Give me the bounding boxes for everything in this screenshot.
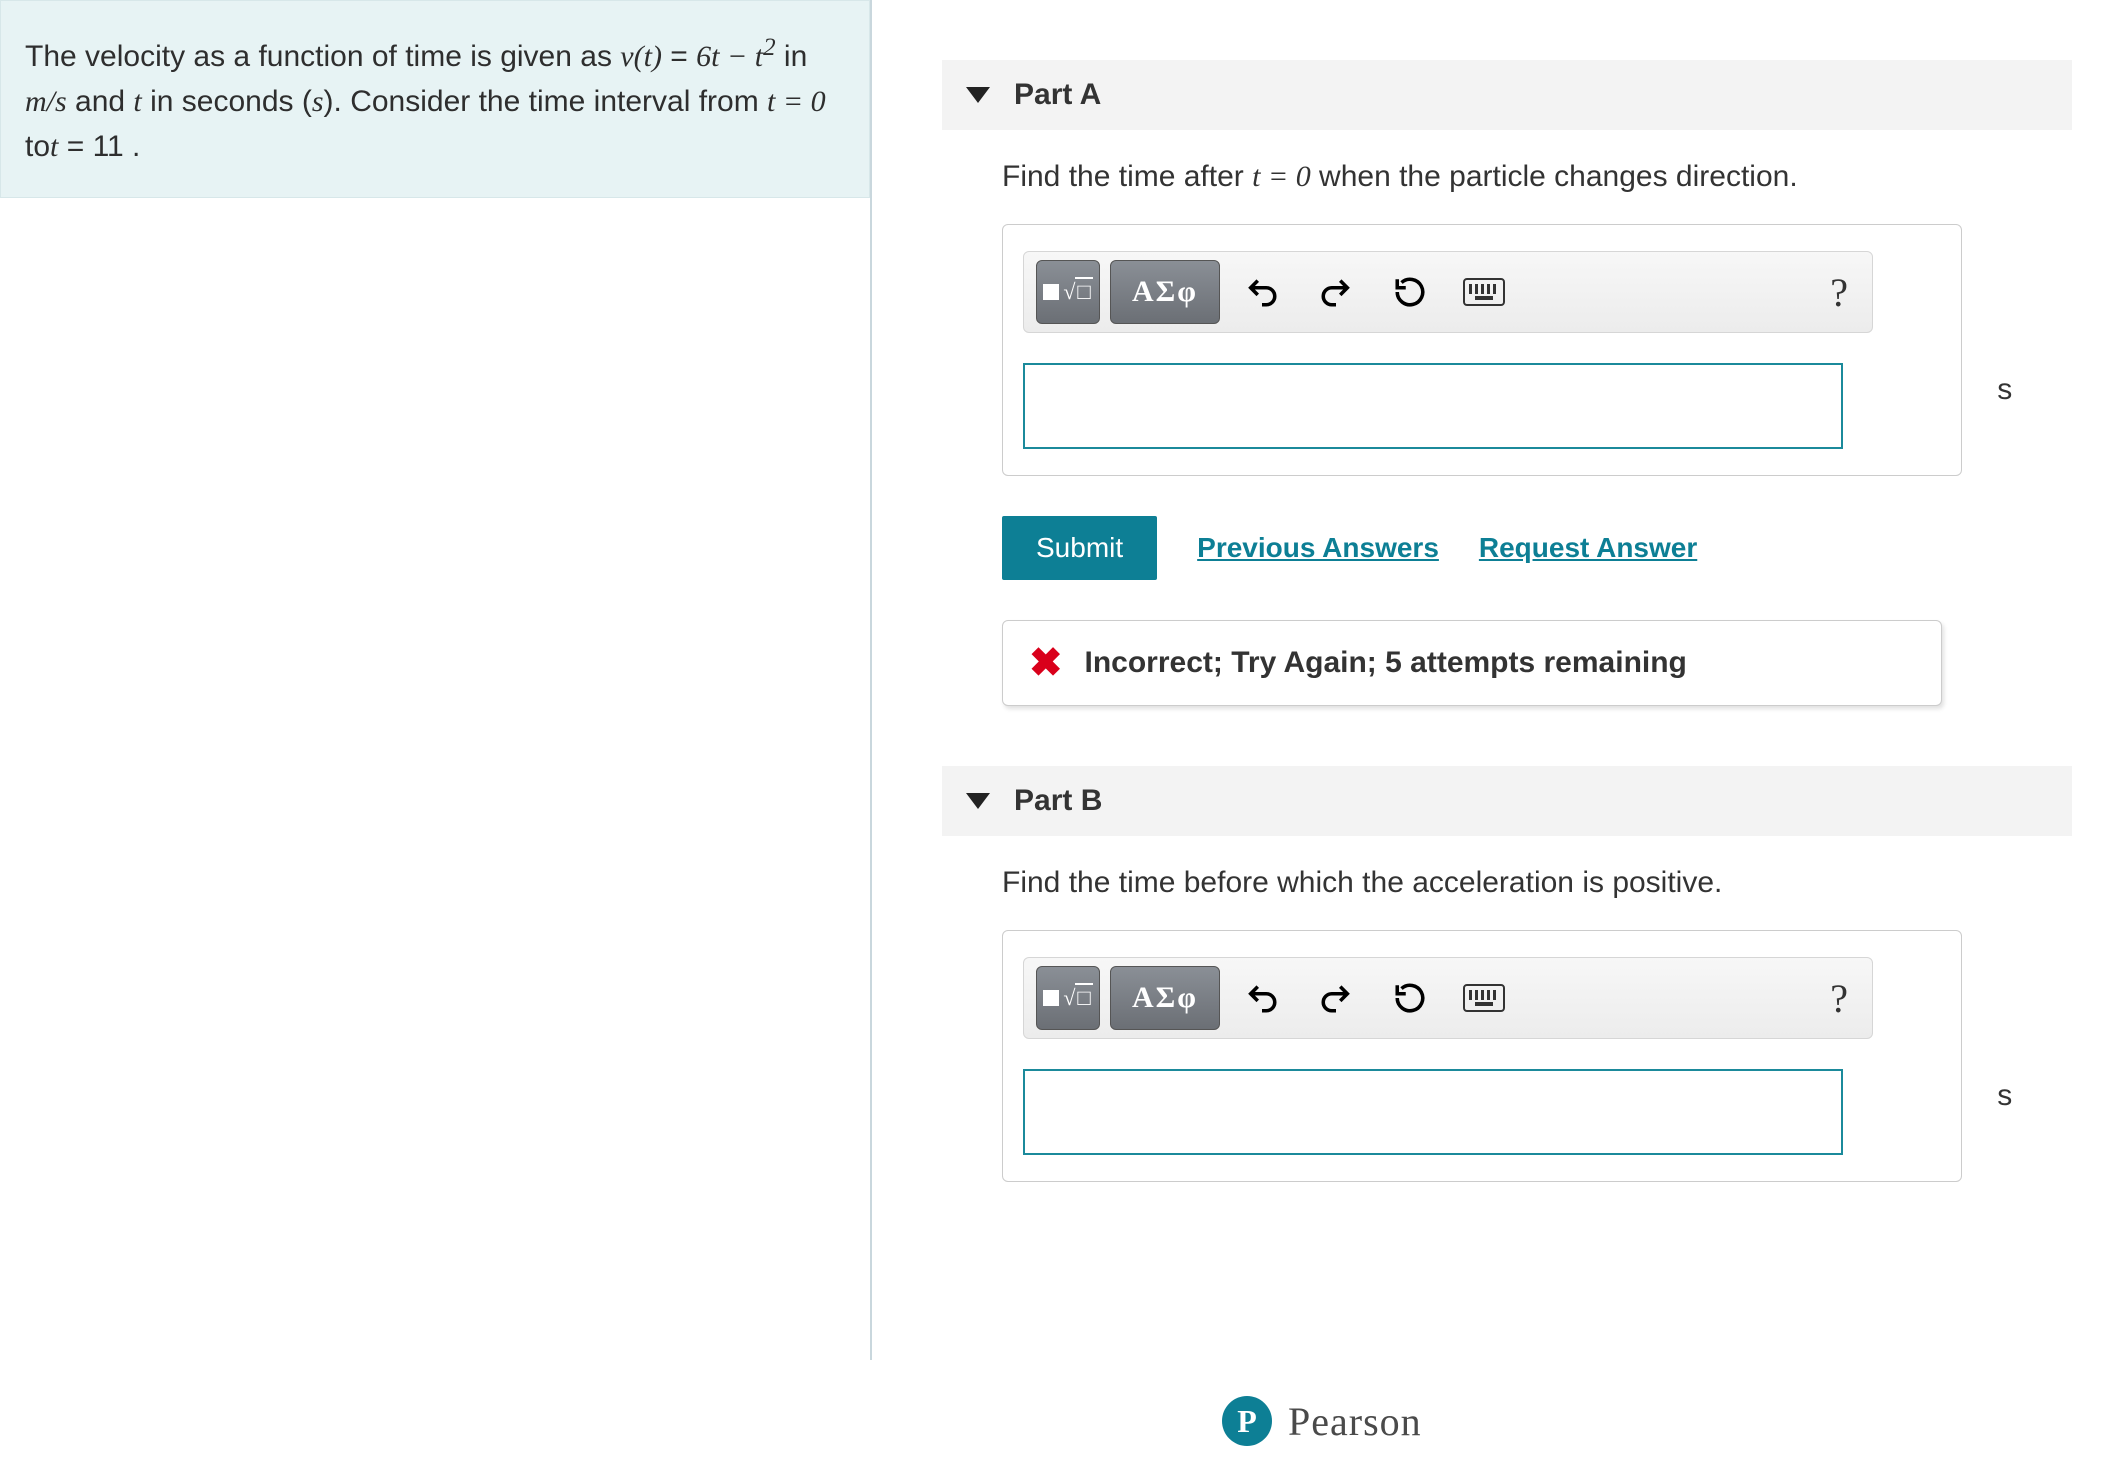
pearson-p-icon: P — [1222, 1396, 1272, 1446]
part-b-header[interactable]: Part B — [942, 766, 2072, 836]
answer-area-b: √□ ΑΣφ — [1002, 930, 1962, 1182]
feedback-text-a: Incorrect; Try Again; 5 attempts remaini… — [1085, 646, 1687, 680]
previous-answers-link[interactable]: Previous Answers — [1197, 532, 1439, 564]
part-a-header[interactable]: Part A — [942, 60, 2072, 130]
redo-button[interactable] — [1304, 260, 1368, 324]
part-a-title: Part A — [1014, 78, 1101, 112]
part-b: Part B Find the time before which the ac… — [942, 766, 2072, 1182]
keyboard-icon — [1463, 984, 1505, 1012]
actions-a: Submit Previous Answers Request Answer — [1002, 516, 2072, 580]
incorrect-icon: ✖ — [1029, 643, 1063, 683]
greek-button[interactable]: ΑΣφ — [1110, 966, 1220, 1030]
keyboard-button[interactable] — [1452, 260, 1516, 324]
keyboard-button[interactable] — [1452, 966, 1516, 1030]
help-button[interactable]: ? — [1818, 975, 1860, 1022]
part-b-title: Part B — [1014, 784, 1102, 818]
greek-button[interactable]: ΑΣφ — [1110, 260, 1220, 324]
math-vt: v(t) — [620, 40, 662, 73]
templates-button[interactable]: √□ — [1036, 260, 1100, 324]
problem-text: The velocity as a function of time is gi… — [25, 40, 620, 73]
math-6t-t2: 6t − t — [696, 40, 763, 73]
submit-button-a[interactable]: Submit — [1002, 516, 1157, 580]
reset-button[interactable] — [1378, 260, 1442, 324]
unit-b: s — [1997, 1079, 2012, 1113]
pearson-wordmark: Pearson — [1288, 1398, 1422, 1445]
part-a-prompt: Find the time after t = 0 when the parti… — [1002, 160, 2072, 194]
problem-statement: The velocity as a function of time is gi… — [0, 0, 870, 198]
answer-area-a: √□ ΑΣφ — [1002, 224, 1962, 476]
undo-button[interactable] — [1230, 966, 1294, 1030]
feedback-a: ✖ Incorrect; Try Again; 5 attempts remai… — [1002, 620, 1942, 706]
templates-button[interactable]: √□ — [1036, 966, 1100, 1030]
request-answer-link[interactable]: Request Answer — [1479, 532, 1697, 564]
equation-toolbar: √□ ΑΣφ — [1023, 251, 1873, 333]
answer-input-b[interactable] — [1023, 1069, 1843, 1155]
equation-toolbar-b: √□ ΑΣφ — [1023, 957, 1873, 1039]
keyboard-icon — [1463, 278, 1505, 306]
undo-button[interactable] — [1230, 260, 1294, 324]
redo-button[interactable] — [1304, 966, 1368, 1030]
reset-button[interactable] — [1378, 966, 1442, 1030]
part-b-prompt: Find the time before which the accelerat… — [1002, 866, 2072, 900]
help-button[interactable]: ? — [1818, 269, 1860, 316]
chevron-down-icon — [966, 793, 990, 809]
chevron-down-icon — [966, 87, 990, 103]
unit-a: s — [1997, 373, 2012, 407]
part-a: Part A Find the time after t = 0 when th… — [942, 60, 2072, 706]
answer-input-a[interactable] — [1023, 363, 1843, 449]
pearson-logo: P Pearson — [1222, 1396, 1422, 1446]
